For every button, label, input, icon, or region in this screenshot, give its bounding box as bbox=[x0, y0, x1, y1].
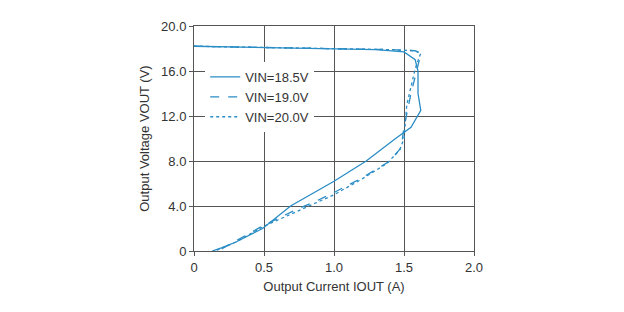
svg-text:20.0: 20.0 bbox=[161, 19, 186, 34]
svg-text:2.0: 2.0 bbox=[465, 260, 483, 275]
svg-text:VIN=19.0V: VIN=19.0V bbox=[245, 90, 309, 105]
svg-text:8.0: 8.0 bbox=[168, 154, 186, 169]
svg-text:Output Current IOUT (A): Output Current IOUT (A) bbox=[263, 279, 404, 294]
svg-text:4.0: 4.0 bbox=[168, 199, 186, 214]
svg-text:0: 0 bbox=[179, 244, 186, 259]
svg-text:0.5: 0.5 bbox=[255, 260, 273, 275]
svg-text:VIN=18.5V: VIN=18.5V bbox=[245, 70, 309, 85]
svg-text:Output Voltage VOUT (V): Output Voltage VOUT (V) bbox=[137, 65, 152, 211]
svg-text:1.5: 1.5 bbox=[395, 260, 413, 275]
svg-text:1.0: 1.0 bbox=[325, 260, 343, 275]
svg-text:16.0: 16.0 bbox=[161, 64, 186, 79]
svg-text:0: 0 bbox=[190, 260, 197, 275]
svg-text:VIN=20.0V: VIN=20.0V bbox=[245, 110, 309, 125]
svg-text:12.0: 12.0 bbox=[161, 109, 186, 124]
